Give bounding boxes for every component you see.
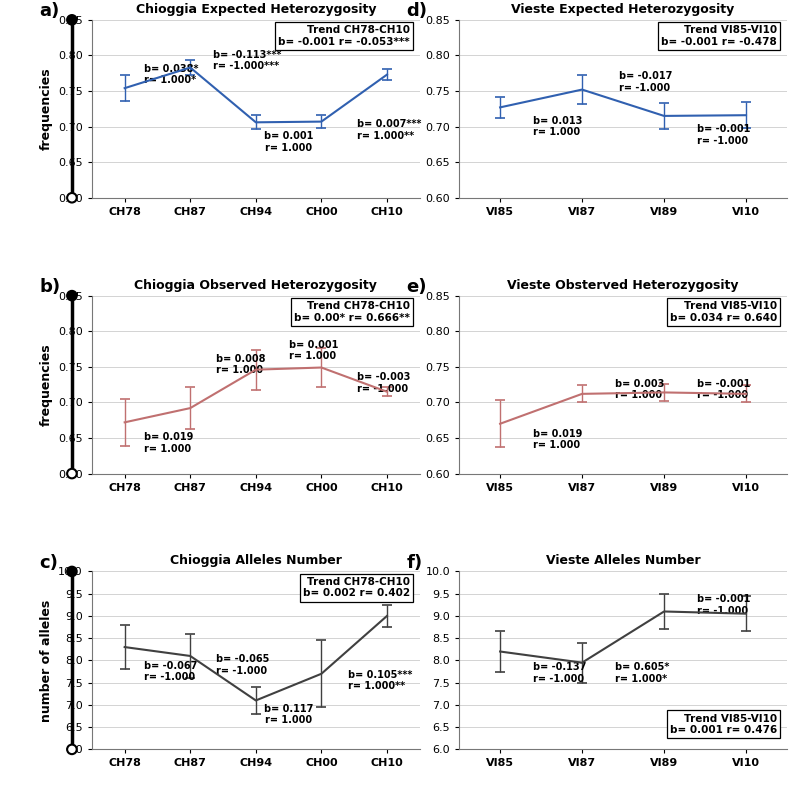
Text: b= 0.001
r= 1.000: b= 0.001 r= 1.000 — [264, 132, 313, 153]
Y-axis label: frequencies: frequencies — [40, 343, 53, 426]
Title: Vieste Alleles Number: Vieste Alleles Number — [546, 554, 701, 568]
Text: b= 0.013
r= 1.000: b= 0.013 r= 1.000 — [533, 116, 582, 137]
Text: b= 0.008
r= 1.000: b= 0.008 r= 1.000 — [217, 354, 266, 375]
Text: d): d) — [407, 2, 427, 20]
Y-axis label: frequencies: frequencies — [40, 67, 53, 150]
Title: Chioggia Expected Heterozygosity: Chioggia Expected Heterozygosity — [136, 3, 376, 16]
Text: b= -0.067
r= -1.000: b= -0.067 r= -1.000 — [145, 661, 197, 682]
Text: b= 0.001
r= 1.000: b= 0.001 r= 1.000 — [288, 339, 338, 362]
Text: b= -0.137
r= -1.000: b= -0.137 r= -1.000 — [533, 662, 586, 684]
Text: b= 0.038*
r= 1.000*: b= 0.038* r= 1.000* — [145, 63, 199, 86]
Text: Trend VI85-VI10
b= -0.001 r= -0.478: Trend VI85-VI10 b= -0.001 r= -0.478 — [662, 25, 777, 47]
Title: Chioggia Observed Heterozygosity: Chioggia Observed Heterozygosity — [134, 278, 377, 292]
Title: Vieste Expected Heterozygosity: Vieste Expected Heterozygosity — [511, 3, 735, 16]
Text: b= -0.065
r= -1.000: b= -0.065 r= -1.000 — [217, 654, 270, 676]
Text: b= -0.113***
r= -1.000***: b= -0.113*** r= -1.000*** — [213, 50, 281, 71]
Text: b= 0.019
r= 1.000: b= 0.019 r= 1.000 — [145, 432, 193, 454]
Text: b= -0.001
r= -1.000: b= -0.001 r= -1.000 — [697, 125, 750, 146]
Title: Vieste Obsterved Heterozygosity: Vieste Obsterved Heterozygosity — [507, 278, 739, 292]
Text: b= 0.019
r= 1.000: b= 0.019 r= 1.000 — [533, 428, 582, 450]
Text: Trend CH78-CH10
b= 0.00* r= 0.666**: Trend CH78-CH10 b= 0.00* r= 0.666** — [294, 301, 410, 323]
Text: c): c) — [39, 554, 58, 572]
Text: b= -0.001
r= -1.000: b= -0.001 r= -1.000 — [697, 379, 750, 400]
Text: b= -0.017
r= -1.000: b= -0.017 r= -1.000 — [619, 71, 672, 93]
Text: b= -0.001
r= -1.000: b= -0.001 r= -1.000 — [697, 594, 750, 615]
Text: Trend CH78-CH10
b= -0.001 r= -0.053***: Trend CH78-CH10 b= -0.001 r= -0.053*** — [278, 25, 410, 47]
Text: e): e) — [407, 278, 427, 296]
Text: Trend CH78-CH10
b= 0.002 r= 0.402: Trend CH78-CH10 b= 0.002 r= 0.402 — [303, 577, 410, 599]
Text: b= 0.007***
r= 1.000**: b= 0.007*** r= 1.000** — [357, 120, 422, 141]
Text: Trend VI85-VI10
b= 0.034 r= 0.640: Trend VI85-VI10 b= 0.034 r= 0.640 — [670, 301, 777, 323]
Text: b): b) — [39, 278, 61, 296]
Text: b= 0.003
r= 1.000: b= 0.003 r= 1.000 — [615, 379, 664, 400]
Text: b= 0.605*
r= 1.000*: b= 0.605* r= 1.000* — [615, 662, 670, 684]
Text: b= 0.117
r= 1.000: b= 0.117 r= 1.000 — [264, 704, 313, 726]
Text: a): a) — [39, 2, 60, 20]
Y-axis label: number of alleles: number of alleles — [40, 600, 53, 722]
Text: b= 0.105***
r= 1.000**: b= 0.105*** r= 1.000** — [348, 669, 412, 691]
Title: Chioggia Alleles Number: Chioggia Alleles Number — [170, 554, 342, 568]
Text: f): f) — [407, 554, 423, 572]
Text: b= -0.003
r= -1.000: b= -0.003 r= -1.000 — [357, 373, 411, 394]
Text: Trend VI85-VI10
b= 0.001 r= 0.476: Trend VI85-VI10 b= 0.001 r= 0.476 — [670, 714, 777, 735]
